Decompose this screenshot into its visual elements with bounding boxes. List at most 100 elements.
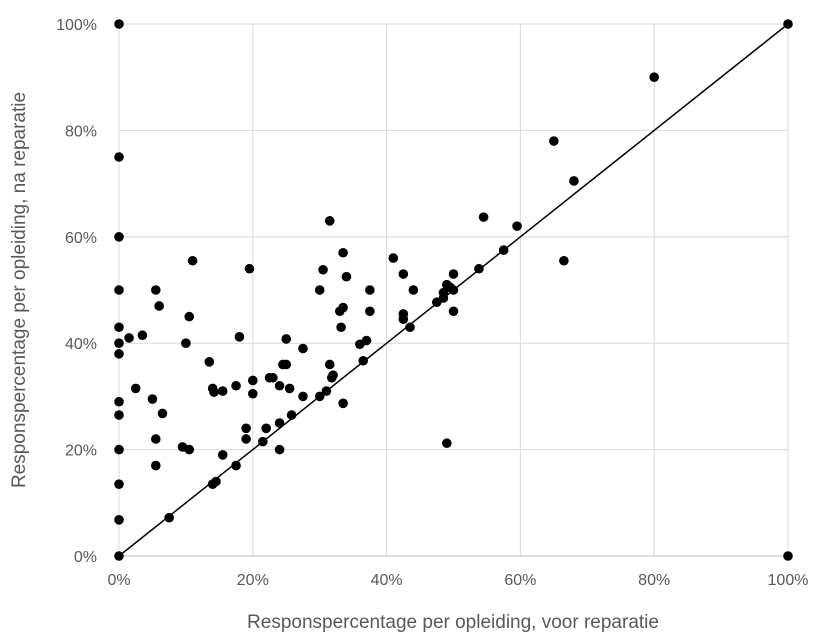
data-point — [184, 444, 195, 455]
data-point — [114, 19, 124, 29]
data-point — [336, 322, 346, 333]
data-point — [324, 216, 335, 226]
data-point — [114, 444, 124, 455]
data-point — [438, 287, 449, 298]
data-point — [130, 383, 141, 394]
data-point — [559, 255, 569, 266]
x-tick-label: 80% — [638, 572, 670, 589]
data-point — [448, 285, 459, 295]
data-point — [184, 311, 195, 322]
data-point — [231, 380, 241, 391]
data-point — [209, 387, 219, 397]
x-tick-labels: 0% 20% 40% 60% 80% 100% — [107, 572, 808, 589]
data-point — [150, 460, 161, 471]
data-point — [341, 271, 352, 282]
data-point — [114, 515, 124, 525]
y-tick-label: 40% — [65, 336, 97, 353]
x-axis-title: Responspercentage per opleiding, voor re… — [247, 612, 659, 633]
data-point — [181, 338, 191, 349]
y-tick-label: 60% — [65, 230, 97, 247]
data-point — [512, 221, 522, 231]
y-tick-label: 20% — [65, 443, 97, 460]
data-point — [154, 301, 164, 311]
data-point — [388, 253, 399, 263]
data-point — [569, 176, 579, 186]
data-point — [114, 338, 124, 349]
data-point — [258, 436, 268, 447]
data-point — [783, 19, 793, 29]
data-point — [365, 285, 375, 295]
y-tick-label: 100% — [56, 17, 97, 34]
data-point — [448, 306, 459, 317]
data-point — [114, 322, 124, 333]
gridlines — [119, 23, 789, 556]
data-point — [328, 370, 338, 380]
data-point — [114, 479, 124, 489]
y-tick-label: 0% — [74, 549, 97, 566]
data-point — [398, 309, 409, 319]
data-point — [241, 434, 251, 444]
data-point — [408, 285, 419, 295]
data-point — [114, 285, 124, 295]
data-point — [248, 388, 258, 399]
data-point — [281, 359, 292, 370]
data-point — [211, 476, 221, 487]
data-point — [314, 285, 325, 295]
data-point — [474, 263, 484, 274]
data-point — [114, 551, 124, 561]
data-point — [298, 391, 308, 402]
data-point — [164, 512, 174, 523]
data-point — [318, 264, 328, 275]
data-points — [114, 19, 793, 561]
data-point — [261, 423, 271, 434]
x-tick-label: 100% — [768, 572, 809, 589]
data-point — [314, 391, 325, 402]
data-point — [478, 212, 489, 222]
data-point — [321, 386, 332, 396]
data-point — [114, 410, 124, 420]
data-point — [217, 450, 228, 460]
data-point — [324, 359, 335, 370]
data-point — [286, 410, 297, 420]
data-point — [398, 269, 409, 279]
data-point — [338, 398, 348, 409]
data-point — [338, 247, 348, 258]
data-point — [187, 255, 198, 266]
data-point — [217, 386, 228, 396]
data-point — [448, 269, 459, 279]
data-point — [498, 245, 509, 255]
data-point — [114, 232, 124, 242]
data-point — [244, 263, 255, 274]
data-point — [124, 333, 134, 343]
x-tick-label: 0% — [107, 572, 130, 589]
data-point — [268, 372, 278, 383]
data-point — [274, 444, 285, 455]
data-point — [365, 306, 375, 317]
data-point — [361, 335, 372, 346]
data-point — [358, 355, 368, 366]
data-point — [147, 394, 158, 404]
data-point — [338, 302, 348, 313]
data-point — [241, 423, 251, 434]
data-point — [298, 343, 308, 354]
data-point — [114, 152, 124, 162]
data-point — [204, 357, 215, 367]
y-tick-label: 80% — [65, 123, 97, 140]
x-tick-label: 60% — [504, 572, 536, 589]
data-point — [150, 285, 161, 295]
data-point — [281, 334, 292, 344]
data-point — [274, 380, 285, 391]
data-point — [114, 396, 124, 407]
data-point — [231, 460, 241, 471]
data-point — [150, 434, 161, 444]
data-point — [783, 551, 793, 561]
data-point — [114, 349, 124, 359]
data-point — [649, 72, 659, 82]
data-point — [284, 383, 295, 394]
data-point — [274, 418, 285, 428]
x-tick-label: 20% — [237, 572, 269, 589]
data-point — [442, 438, 452, 449]
x-tick-label: 40% — [371, 572, 403, 589]
data-point — [137, 330, 148, 341]
